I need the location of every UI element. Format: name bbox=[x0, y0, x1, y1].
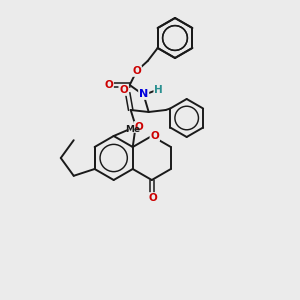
Text: Me: Me bbox=[125, 124, 140, 134]
Text: O: O bbox=[119, 85, 128, 95]
Text: O: O bbox=[134, 122, 143, 132]
Text: O: O bbox=[150, 131, 159, 141]
Text: O: O bbox=[104, 80, 113, 90]
Text: O: O bbox=[132, 66, 141, 76]
Text: N: N bbox=[139, 89, 148, 99]
Text: O: O bbox=[148, 193, 157, 203]
Text: H: H bbox=[154, 85, 163, 95]
